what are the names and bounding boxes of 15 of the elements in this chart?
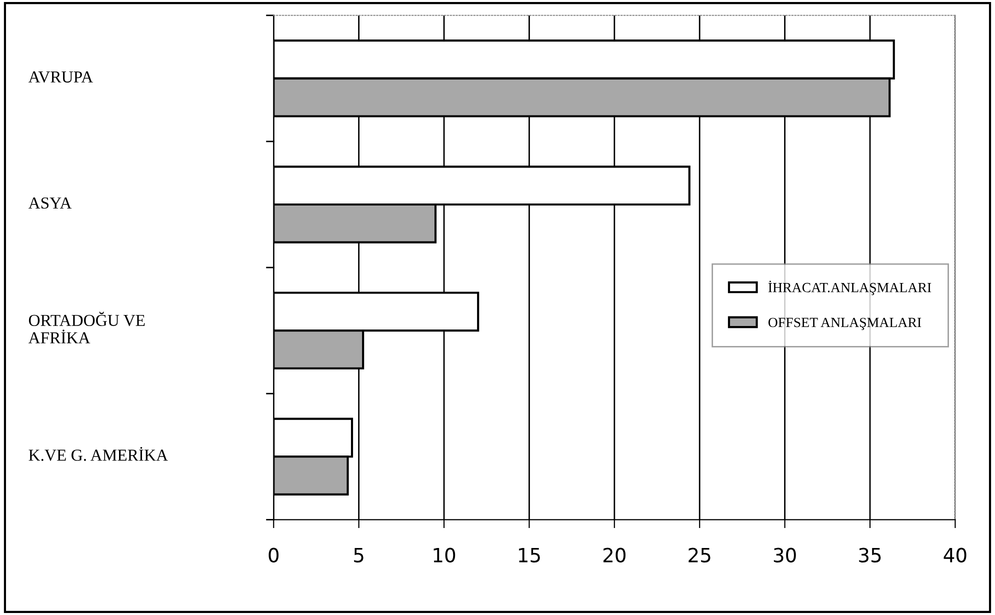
x-tick-label: 5	[354, 548, 364, 563]
y-tick-label: K.VE G. AMERİKA	[28, 446, 168, 461]
legend-label: İHRACAT.ANLAŞMALARI	[768, 280, 932, 296]
x-tick-label: 20	[603, 548, 626, 563]
x-tick-label: 15	[518, 548, 540, 563]
legend-label: OFFSET ANLAŞMALARI	[768, 318, 922, 330]
x-tick-label: 25	[688, 548, 710, 563]
x-tick-label: 30	[774, 548, 796, 563]
y-tick-label: ASYA	[28, 197, 72, 209]
y-tick-label: ORTADOĞU VE AFRİKA	[28, 312, 145, 344]
x-tick-label: 10	[434, 548, 456, 563]
y-tick-label: AVRUPA	[28, 71, 93, 83]
x-tick-label: 35	[859, 548, 881, 563]
x-tick-label: 0	[268, 548, 279, 563]
x-tick-label: 40	[944, 548, 966, 563]
